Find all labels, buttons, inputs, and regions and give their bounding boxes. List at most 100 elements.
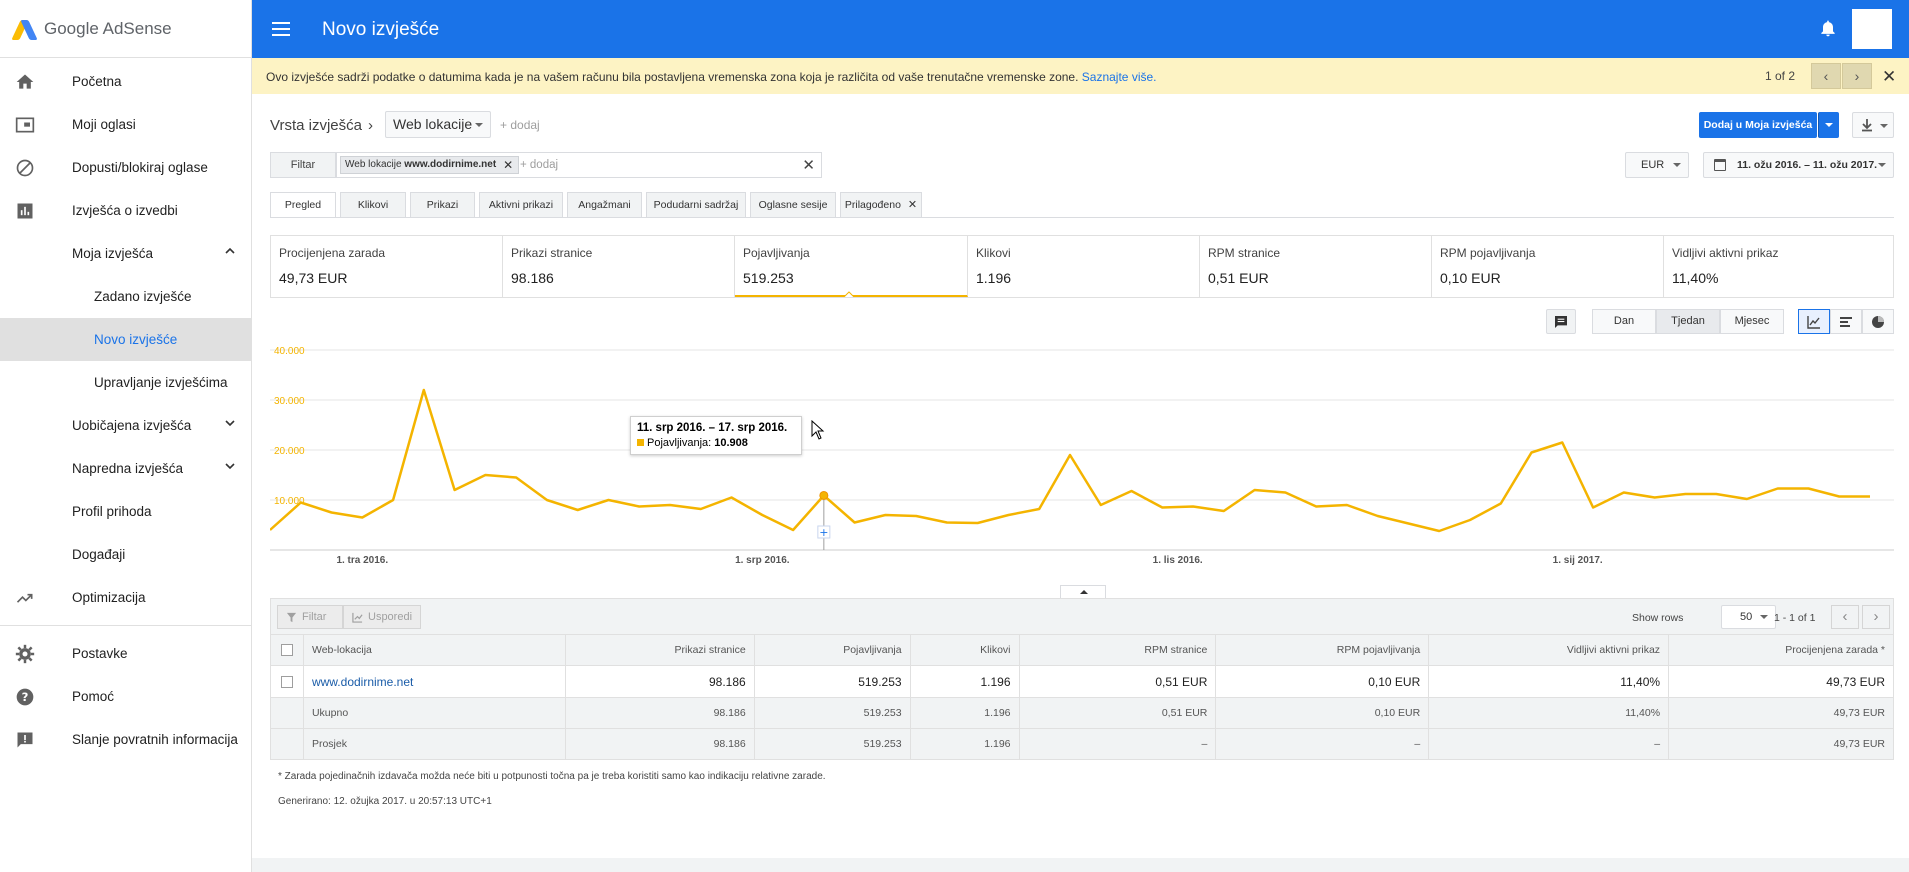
tab-active-views[interactable]: Aktivni prikazi [479,192,563,217]
pie-chart-view-button[interactable] [1862,309,1894,334]
sidebar-item-default-report[interactable]: Zadano izvješće [0,275,251,318]
sidebar-item-advanced-reports[interactable]: Napredna izvješća [0,447,251,490]
filter-add-input[interactable]: + dodaj [520,159,559,171]
metric-impressions[interactable]: Pojavljivanja 519.253 [735,236,968,297]
metrics-scorecard: Procijenjena zarada 49,73 EUR Prikazi str… [270,235,1894,298]
column-header[interactable]: Prikazi stranice [564,634,755,666]
next-page-button[interactable]: › [1862,605,1890,629]
sidebar-item-my-reports[interactable]: Moja izvješća [0,232,251,275]
column-header[interactable]: Klikovi [909,634,1020,666]
compare-icon [352,612,363,623]
sidebar-item-manage-reports[interactable]: Upravljanje izvješćima [0,361,251,404]
page-title: Novo izvješće [322,19,440,40]
add-dimension-link[interactable]: + dodaj [500,118,540,132]
table-cell: – [1215,728,1430,760]
close-tab-icon[interactable]: ✕ [907,199,918,211]
report-type-value: Web lokacije [393,116,473,132]
add-to-my-reports-button[interactable]: Dodaj u Moja izvješća [1699,112,1817,138]
sidebar-item-block-ads[interactable]: Dopusti/blokiraj oglase [0,146,251,189]
tab-clicks[interactable]: Klikovi [340,192,406,217]
metric-estimated-earnings[interactable]: Procijenjena zarada 49,73 EUR [271,236,503,297]
column-header[interactable]: RPM stranice [1018,634,1217,666]
metric-active-view-viewable[interactable]: Vidljivi aktivni prikaz 11,40% [1664,236,1894,297]
remove-filter-icon[interactable]: ✕ [503,158,514,172]
close-icon[interactable]: ✕ [1882,67,1897,86]
tab-overview[interactable]: Pregled [270,192,336,218]
column-header[interactable]: Web-lokacija [302,634,566,666]
caret-down-icon [1760,615,1768,619]
report-type-dropdown[interactable]: Web lokacije [385,111,491,138]
metric-page-views[interactable]: Prikazi stranice 98.186 [503,236,735,297]
compare-button[interactable]: Usporedi [343,605,421,629]
tab-custom[interactable]: Prilagođeno ✕ [840,192,922,217]
tab-ad-sessions[interactable]: Oglasne sesije [750,192,836,217]
sidebar-item-settings[interactable]: Postavke [0,632,251,675]
logo[interactable]: Google AdSense [0,0,251,58]
column-header[interactable]: Procijenjena zarada * [1668,634,1894,666]
column-header[interactable]: Pojavljivanja [753,634,911,666]
notifications-bell-icon[interactable] [1818,18,1838,38]
table-toolbar: Filtar Usporedi Show rows 50 1 - 1 of 1 … [270,598,1894,635]
period-month-button[interactable]: Mjesec [1720,309,1784,334]
currency-value: EUR [1641,159,1665,171]
add-annotation-marker [817,525,831,539]
clear-filter-icon[interactable]: ✕ [802,157,815,174]
sidebar-item-performance-reports[interactable]: Izvješća o izvedbi [0,189,251,232]
table-filter-button[interactable]: Filtar [277,605,343,629]
pie-chart-icon [1872,316,1884,328]
table-filter-label: Filtar [302,611,327,623]
filter-box[interactable]: Web lokacije www.dodirnime.net ✕ + dodaj… [336,152,822,178]
row-select-cell [270,665,304,698]
column-header[interactable]: RPM pojavljivanja [1215,634,1430,666]
download-button[interactable] [1852,112,1894,138]
metric-clicks[interactable]: Klikovi 1.196 [968,236,1200,297]
date-range-dropdown[interactable]: 11. ožu 2016. – 11. ožu 2017. [1703,152,1894,178]
column-header[interactable]: Vidljivi aktivni prikaz [1428,634,1670,666]
learn-more-link[interactable]: Saznajte više. [1081,70,1157,84]
rows-per-page-dropdown[interactable]: 50 [1721,605,1776,629]
period-day-button[interactable]: Dan [1592,309,1656,334]
filter-chip[interactable]: Web lokacije www.dodirnime.net ✕ [340,156,520,174]
sidebar-item-events[interactable]: Događaji [0,533,251,576]
site-link[interactable]: www.dodirnime.net [311,674,414,689]
sidebar-item-feedback[interactable]: Slanje povratnih informacija [0,718,251,761]
line-chart-view-button[interactable] [1798,309,1830,334]
chevron-down-icon [225,420,235,427]
prev-page-button[interactable]: ‹ [1831,605,1859,629]
tab-views[interactable]: Prikazi [410,192,475,217]
sidebar-item-new-report[interactable]: Novo izvješće [0,318,251,361]
caret-down-icon [1880,124,1888,128]
table-cell: 0,51 EUR [1018,697,1217,729]
sidebar-item-optimization[interactable]: Optimizacija [0,576,251,619]
metric-page-rpm[interactable]: RPM stranice 0,51 EUR [1200,236,1432,297]
sidebar-item-my-ads[interactable]: Moji oglasi [0,103,251,146]
impressions-line-chart[interactable]: 40.000 30.000 20.000 10.000 1. tra 2016. 1. s… [270,342,1894,567]
notice-text: Ovo izvješće sadrži podatke o datumima k… [266,70,1079,84]
tab-matched-content[interactable]: Podudarni sadržaj [646,192,746,217]
collapse-chart-button[interactable] [1060,585,1106,599]
sidebar-item-home[interactable]: Početna [0,60,251,103]
currency-dropdown[interactable]: EUR [1625,152,1689,178]
add-to-my-reports-dropdown[interactable] [1818,112,1839,138]
metric-label: RPM stranice [1208,246,1281,260]
y-tick-label: 40.000 [274,346,305,357]
sidebar-item-help[interactable]: ? Pomoć [0,675,251,718]
notice-next-button[interactable]: › [1842,63,1872,89]
menu-icon[interactable] [272,22,290,36]
bar-chart-view-button[interactable] [1830,309,1862,334]
metric-value: 49,73 EUR [279,270,348,286]
annotations-button[interactable] [1546,309,1576,334]
notice-prev-button[interactable]: ‹ [1811,63,1841,89]
chevron-right-icon: › [1854,68,1860,84]
period-week-button[interactable]: Tjedan [1656,309,1720,334]
gear-icon [15,644,35,664]
select-all-checkbox[interactable] [280,644,293,657]
tab-engagements[interactable]: Angažmani [567,192,642,217]
avatar[interactable] [1852,9,1892,49]
sidebar-item-common-reports[interactable]: Uobičajena izvješća [0,404,251,447]
row-checkbox[interactable] [280,676,293,689]
sidebar-item-revenue-profile[interactable]: Profil prihoda [0,490,251,533]
filter-button[interactable]: Filtar [270,152,336,178]
metric-impression-rpm[interactable]: RPM pojavljivanja 0,10 EUR [1432,236,1664,297]
sidebar: Google AdSense Početna Moji oglasi Dopus… [0,0,252,872]
